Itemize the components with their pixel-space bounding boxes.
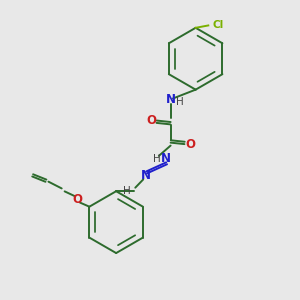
Text: O: O	[72, 193, 82, 206]
Text: H: H	[123, 186, 130, 196]
Text: N: N	[166, 93, 176, 106]
Text: O: O	[185, 138, 195, 151]
Text: N: N	[141, 169, 151, 182]
Text: O: O	[146, 114, 156, 127]
Text: H: H	[153, 154, 160, 164]
Text: H: H	[176, 97, 184, 107]
Text: N: N	[161, 152, 171, 165]
Text: Cl: Cl	[212, 20, 224, 30]
